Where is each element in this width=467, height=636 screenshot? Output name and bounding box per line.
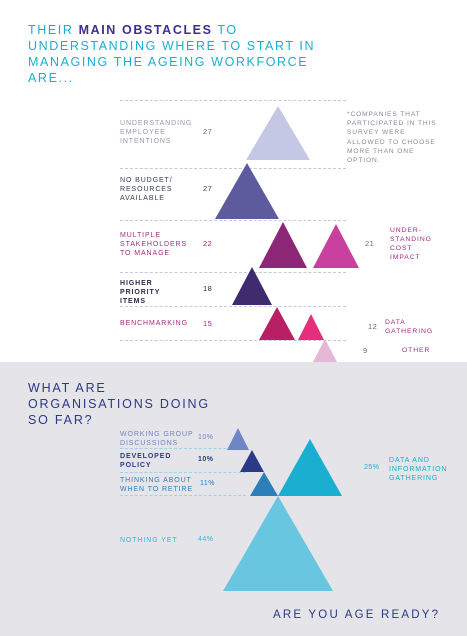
age-ready-footer: ARE YOU AGE READY? — [273, 609, 441, 621]
triangle-data-info — [278, 439, 342, 496]
action-value-3: 11% — [200, 480, 215, 487]
action-label-4: NOTHING YET — [120, 537, 178, 544]
triangle-cost-impact — [313, 224, 359, 268]
survey-note: *COMPANIES THAT PARTICIPATED IN THIS SUR… — [347, 111, 437, 165]
triangle-priority — [232, 267, 272, 305]
divider — [120, 168, 346, 169]
obstacle-value-1: 27 — [203, 127, 213, 136]
divider — [120, 220, 346, 221]
divider — [120, 448, 246, 449]
action-label-1: WORKING GROUP DISCUSSIONS — [120, 431, 194, 447]
triangle-policy — [240, 450, 264, 472]
right-value-2: 12 — [368, 322, 378, 331]
actions-triangles — [223, 428, 342, 591]
section1-title: THEIR MAIN OBSTACLES TO UNDERSTANDING WH… — [28, 22, 328, 86]
obstacle-label-3: MULTIPLE STAKEHOLDERS TO MANAGE — [120, 232, 188, 257]
obstacle-label-4: HIGHER PRIORITY ITEMS — [120, 280, 161, 305]
obstacles-triangles — [215, 106, 359, 362]
action-label-3: THINKING ABOUT WHEN TO RETIRE — [120, 477, 194, 493]
triangle-other — [313, 339, 337, 362]
obstacle-value-2: 27 — [203, 184, 213, 193]
obstacle-value-4: 18 — [203, 284, 213, 293]
action-value-1: 10% — [198, 434, 214, 441]
triangle-stakeholders — [259, 222, 307, 268]
obstacle-label-2: NO BUDGET/ RESOURCES AVAILABLE — [120, 177, 173, 202]
triangle-no-budget — [215, 163, 279, 219]
obstacle-value-5: 15 — [203, 319, 213, 328]
right-value-1: 21 — [365, 239, 375, 248]
obstacle-label-5: BENCHMARKING — [120, 320, 188, 327]
triangle-retire — [250, 472, 278, 496]
right-label-1: UNDER-STANDING COST IMPACT — [390, 227, 432, 261]
title-part1: THEIR — [28, 23, 79, 37]
triangle-working-group — [227, 428, 249, 450]
divider — [120, 495, 246, 496]
right-label-2: DATA GATHERING — [385, 319, 434, 335]
obstacle-value-3: 22 — [203, 239, 213, 248]
right-label-3: OTHER — [402, 347, 431, 354]
divider — [120, 272, 346, 273]
divider — [120, 100, 346, 101]
action-value-4: 44% — [198, 536, 214, 543]
title-part2: TO UNDERSTANDING WHERE TO START IN MANAG… — [28, 23, 316, 85]
triangle-nothing-yet — [223, 496, 333, 591]
triangle-benchmarking — [259, 307, 295, 340]
action-value-2: 10% — [198, 456, 214, 463]
section2-title: WHAT ARE ORGANISATIONS DOING SO FAR? — [28, 381, 210, 427]
title-bold: MAIN OBSTACLES — [78, 23, 213, 37]
right-value-3: 9 — [363, 346, 368, 355]
action-label-2: DEVELOPED POLICY — [120, 453, 172, 469]
right-action-value: 25% — [364, 464, 380, 471]
divider — [120, 340, 346, 341]
obstacle-label-1: UNDERSTANDING EMPLOYEE INTENTIONS — [120, 120, 193, 145]
triangle-understanding-intentions — [246, 106, 310, 160]
right-action-label: DATA AND INFORMATION GATHERING — [389, 457, 448, 482]
triangle-data-gathering — [298, 314, 324, 340]
divider — [120, 306, 346, 307]
divider — [120, 472, 246, 473]
